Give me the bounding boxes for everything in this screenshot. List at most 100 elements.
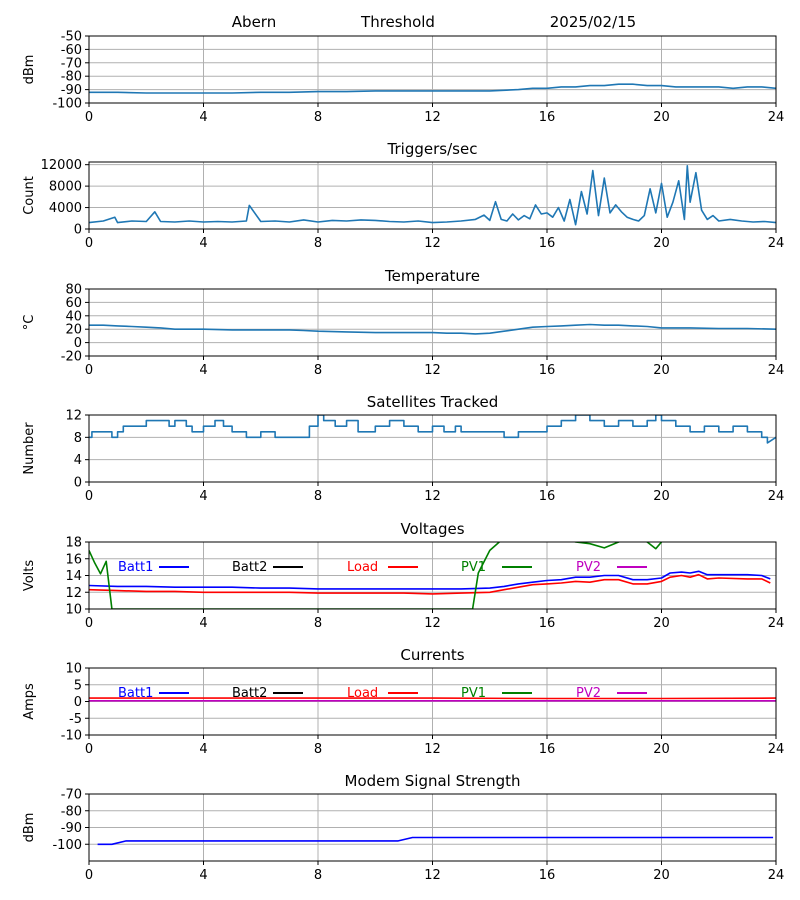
y-tick-label: 8000	[49, 180, 82, 195]
y-tick-label: 10	[65, 662, 82, 677]
y-tick-label: 12	[65, 586, 82, 601]
y-tick-label: -50	[61, 30, 82, 45]
chart-triggers: 0 4 8 12 16 20 24 12000 8000 4000 0 Triggers/sec Cou…	[22, 140, 784, 251]
y-axis-label: °C	[22, 315, 37, 331]
series-line-pv1	[89, 542, 663, 609]
x-tick-label: 20	[653, 489, 670, 504]
x-tick-label: 24	[768, 868, 785, 883]
x-tick-label: 12	[424, 616, 441, 631]
axes-frame	[88, 161, 777, 230]
grid-triggers	[88, 162, 777, 230]
x-tick-label: 24	[768, 616, 785, 631]
chart-satellites: 0 4 8 12 16 20 24 12 8 4 0 Satellites Tracked Number	[22, 393, 784, 504]
series-line-temperature	[89, 323, 776, 335]
x-tick-label: 16	[539, 236, 556, 251]
y-tick-label: 12000	[41, 158, 82, 173]
x-tick-label: 24	[768, 236, 785, 251]
y-tick-label: 0	[74, 223, 82, 238]
x-tick-label: 8	[314, 616, 322, 631]
x-tick-label: 8	[314, 110, 322, 125]
y-tick-label: -80	[61, 804, 82, 819]
x-tick-label: 0	[85, 616, 93, 631]
header-date: 2025/02/15	[550, 13, 636, 31]
x-tick-label: 24	[768, 742, 785, 757]
axes-frame	[88, 541, 777, 610]
x-tick-label: 0	[85, 868, 93, 883]
x-tick-label: 12	[424, 236, 441, 251]
y-tick-label: 80	[65, 283, 82, 298]
legend-label: Batt1	[118, 686, 153, 701]
x-tick-label: 0	[85, 742, 93, 757]
x-tick-label: 12	[424, 363, 441, 378]
x-tick-label: 16	[539, 489, 556, 504]
y-tick-label: -70	[61, 788, 82, 803]
x-tick-label: 8	[314, 742, 322, 757]
y-tick-label: 16	[65, 552, 82, 567]
x-tick-label: 0	[85, 110, 93, 125]
x-tick-label: 16	[539, 868, 556, 883]
chart-modem: 0 4 8 12 16 20 24 -70-80 -90 -100 Modem Signal Str…	[22, 772, 784, 883]
y-tick-label: 8	[74, 431, 82, 446]
legend-label: Batt1	[118, 560, 153, 575]
series-group-triggers	[89, 165, 776, 226]
x-tick-label: 8	[314, 236, 322, 251]
figure-header: Abern Threshold 2025/02/15	[232, 13, 636, 31]
x-tick-label: 20	[653, 742, 670, 757]
grid-satellites	[88, 414, 777, 483]
y-axis-label: Number	[22, 422, 37, 475]
legend-currents: Batt1 Batt2 Load PV1 PV2	[118, 686, 647, 701]
axes-frame	[88, 288, 777, 357]
x-tick-label: 12	[424, 742, 441, 757]
legend-label: Batt2	[232, 560, 267, 575]
series-group-satellites	[89, 415, 776, 444]
y-tick-label: -100	[52, 97, 82, 112]
series-line-modem	[97, 836, 774, 846]
y-tick-label: 14	[65, 569, 82, 584]
x-tick-label: 4	[199, 363, 207, 378]
x-tick-label: 8	[314, 489, 322, 504]
y-tick-label: 60	[65, 296, 82, 311]
series-group-voltages	[89, 542, 771, 609]
grid-modem	[88, 793, 777, 861]
x-tick-label: 12	[424, 489, 441, 504]
x-tick-label: 20	[653, 868, 670, 883]
y-tick-label: -100	[52, 838, 82, 853]
x-tick-label: 4	[199, 616, 207, 631]
series-group-modem	[97, 836, 774, 846]
chart-title: Voltages	[400, 520, 464, 538]
axes-frame	[88, 793, 777, 862]
series-group-temperature	[89, 323, 776, 335]
y-tick-label: 18	[65, 536, 82, 551]
x-tick-label: 8	[314, 868, 322, 883]
x-tick-label: 0	[85, 489, 93, 504]
axes-frame	[88, 667, 777, 736]
y-tick-label: -90	[61, 83, 82, 98]
x-tick-label: 0	[85, 363, 93, 378]
y-tick-label: -10	[61, 729, 82, 744]
x-tick-label: 12	[424, 868, 441, 883]
chart-title: Temperature	[384, 267, 480, 285]
y-axis-label: Volts	[22, 560, 37, 592]
y-tick-label: 4	[74, 453, 82, 468]
x-tick-label: 24	[768, 110, 785, 125]
y-tick-label: 10	[65, 603, 82, 618]
y-tick-label: 4000	[49, 201, 82, 216]
y-tick-label: -20	[61, 350, 82, 365]
y-tick-label: 40	[65, 309, 82, 324]
y-tick-label: 12	[65, 409, 82, 424]
y-tick-label: -70	[61, 56, 82, 71]
x-tick-label: 8	[314, 363, 322, 378]
x-tick-label: 16	[539, 363, 556, 378]
x-tick-label: 16	[539, 616, 556, 631]
legend-label: PV2	[576, 560, 601, 575]
x-tick-label: 12	[424, 110, 441, 125]
y-axis-label: Amps	[22, 683, 37, 720]
axes-frame	[88, 414, 777, 483]
chart-threshold: 0 4 8 12 16 20 24 -50-60-70-80-90-100 dBm	[22, 30, 784, 126]
x-tick-label: 4	[199, 489, 207, 504]
